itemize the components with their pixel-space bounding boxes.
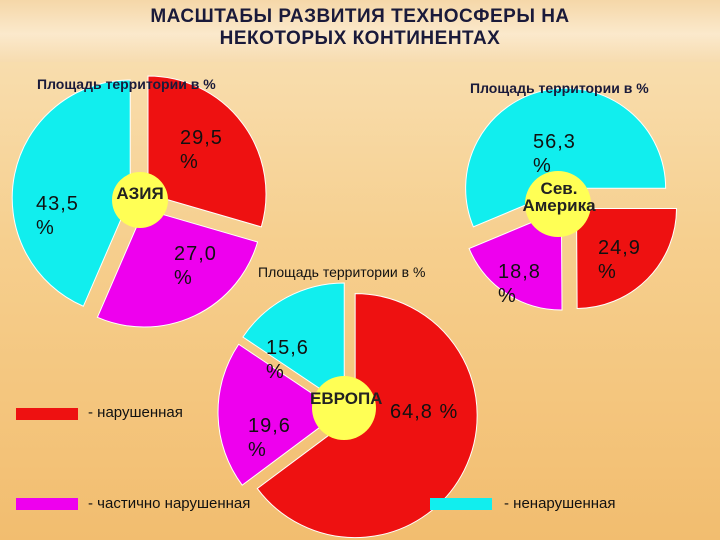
legend-label-partial: - частично нарушенная [88,495,251,512]
header-band [0,0,720,62]
pie-na-center [525,171,591,237]
page-title: МАСШТАБЫ РАЗВИТИЯ ТЕХНОСФЕРЫ НА НЕКОТОРЫ… [150,6,570,49]
pie-asia-label-partial: 27,0 % [174,243,217,289]
pie-asia-center-label: АЗИЯ [116,184,164,203]
legend-label-disturbed: - нарушенная [88,404,183,421]
pie-europe-slice-partial [217,343,341,486]
pie-asia-label-disturbed: 29,5 % [180,127,223,173]
legend-label-undisturbed: - ненарушенная [504,495,616,512]
pie-asia [11,75,267,328]
pie-asia-slice-partial [96,208,259,328]
pie-europe-center-label: ЕВРОПА [310,389,383,408]
pie-europe-label-undisturbed: 15,6 % [266,337,309,383]
pie-asia-slice-disturbed [147,75,267,228]
pie-na-title: Площадь территории в % [470,80,649,96]
legend-swatch-disturbed [16,408,78,420]
pie-asia-slice-undisturbed [11,79,131,307]
pie-europe [217,282,478,539]
legend-swatch-undisturbed [430,498,492,510]
pie-europe-slice-undisturbed [242,282,345,406]
pie-na-label-disturbed: 24,9 % [598,237,641,283]
pie-europe-label-partial: 19,6 % [248,415,291,461]
pie-na-slice-disturbed [576,207,678,309]
pie-asia-center [112,172,168,228]
pie-asia-label-undisturbed: 43,5 % [36,193,79,239]
pie-asia-title: Площадь территории в % [37,76,216,92]
pie-na-label-undisturbed: 56,3 % [533,131,576,177]
pie-na-slice-partial [468,209,563,311]
pie-north-america [465,87,678,311]
pie-na-slice-undisturbed [465,87,667,228]
pie-europe-title: Площадь территории в % [258,264,426,280]
pie-na-label-partial: 18,8 % [498,261,541,307]
pie-europe-label-disturbed: 64,8 % [390,401,459,423]
pie-na-center-label: Сев. Америка [522,179,596,215]
legend-swatch-partial [16,498,78,510]
pie-europe-center [312,376,376,440]
